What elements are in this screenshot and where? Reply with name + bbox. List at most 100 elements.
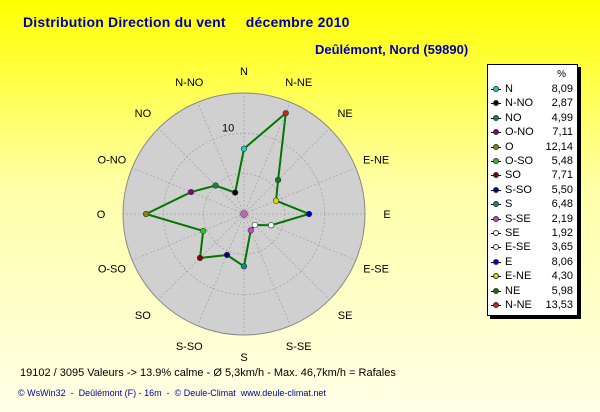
data-point-o-so	[200, 227, 207, 235]
grid-spoke	[132, 213, 245, 261]
data-point-s-so	[223, 251, 231, 259]
direction-label: S-SO	[176, 341, 203, 353]
legend-label: NE	[505, 284, 521, 297]
direction-label: O-SO	[98, 264, 127, 276]
legend-value: 4,30	[551, 270, 573, 283]
data-point-e-se	[268, 222, 275, 229]
direction-label: S-SE	[286, 341, 312, 353]
legend-swatch-dot	[493, 215, 499, 222]
legend-label: E	[505, 255, 513, 268]
legend-swatch-dot	[493, 287, 499, 294]
data-point-e	[305, 210, 313, 218]
legend-label: N-NE	[505, 299, 532, 311]
legend-swatch-dot	[493, 230, 499, 236]
legend-label: O-SO	[505, 155, 534, 167]
legend-entry: O-NO 7,11	[488, 126, 577, 139]
grid-spoke	[197, 213, 245, 326]
legend-unit: %	[557, 69, 566, 80]
legend-swatch-dot	[493, 143, 499, 150]
data-point-s-se	[247, 227, 254, 234]
legend-entry: E-SE 3,65	[488, 241, 577, 254]
legend-value: 4,99	[551, 111, 573, 124]
legend-swatch-dot	[493, 86, 499, 92]
legend-entry: S-SO 5,50	[488, 184, 577, 197]
direction-label: N	[240, 66, 248, 78]
legend-value: 6,48	[551, 198, 573, 211]
center-marker	[240, 210, 248, 218]
legend-value: 8,09	[551, 83, 573, 95]
direction-label: SE	[338, 310, 353, 322]
data-point-n	[240, 145, 248, 152]
legend-value: 13,53	[545, 299, 573, 311]
legend-swatch-dot	[493, 302, 499, 308]
grid-spoke	[132, 167, 245, 215]
legend-swatch-dot	[493, 114, 499, 121]
legend-entry: NO 4,99	[488, 112, 577, 125]
legend-entry: SE 1,92	[488, 227, 577, 240]
direction-label: N-NE	[285, 77, 312, 89]
direction-label: O-NO	[98, 154, 127, 166]
direction-label: S	[240, 352, 247, 364]
legend-label: N-NO	[505, 97, 534, 110]
data-point-o	[142, 210, 150, 218]
legend-swatch-dot	[493, 172, 499, 179]
grid-spoke	[243, 128, 330, 215]
data-point-e-ne	[272, 197, 280, 204]
direction-label: O	[97, 209, 106, 221]
legend-label: SO	[505, 169, 521, 182]
direction-label: N-NO	[175, 77, 204, 89]
legend-value: 5,48	[551, 155, 573, 167]
legend-value: 8,06	[551, 255, 573, 268]
legend-entry: N-NE 13,53	[488, 299, 577, 312]
legend-label: E-SE	[505, 241, 531, 254]
legend-entry: N 8,09	[488, 83, 577, 96]
legend-value: 7,71	[551, 169, 573, 182]
legend-label: O	[505, 140, 514, 153]
legend-entry: NE 5,98	[488, 285, 577, 298]
legend-swatch-dot	[493, 273, 499, 280]
footer-credits: © WsWin32 - Deûlémont (F) - 16m - © Deul…	[18, 388, 326, 398]
legend-entry: SO 7,71	[488, 169, 577, 182]
legend-label: S	[505, 198, 513, 211]
direction-label: NE	[337, 108, 352, 120]
data-point-s	[240, 263, 248, 270]
chart-title: Distribution Direction du vent décembre 2…	[23, 14, 370, 30]
legend-swatch-dot	[493, 186, 499, 193]
legend-label: NO	[505, 111, 522, 124]
grid-spoke	[158, 128, 245, 215]
station-location: Deûlémont, Nord (59890)	[315, 42, 469, 57]
legend-swatch-dot	[493, 244, 499, 251]
legend-value: 5,50	[551, 183, 573, 196]
legend-entry: O-SO 5,48	[488, 155, 577, 168]
data-point-no	[212, 182, 219, 189]
legend-swatch-dot	[493, 100, 499, 107]
legend-label: S-SE	[505, 212, 531, 225]
direction-label: E	[383, 209, 390, 221]
legend-label: O-NO	[505, 126, 534, 139]
legend-value: 1,92	[551, 227, 573, 239]
legend-swatch-dot	[493, 129, 499, 136]
legend-value: 2,87	[551, 97, 573, 110]
legend-value: 12,14	[545, 140, 573, 153]
direction-label: NO	[135, 108, 152, 120]
legend-entry: E 8,06	[488, 256, 577, 269]
legend-value: 2,19	[551, 212, 573, 225]
data-point-se	[251, 221, 259, 229]
chart-title-text: Distribution Direction du vent	[23, 14, 226, 30]
legend-entry: N-NO 2,87	[488, 97, 577, 110]
grid-spoke	[243, 167, 356, 215]
data-point-n-ne	[282, 110, 289, 117]
grid-spoke	[243, 213, 330, 300]
direction-label: E-NE	[363, 154, 389, 166]
data-point-ne	[275, 176, 282, 183]
chart-period: décembre 2010	[245, 14, 350, 30]
data-point-so	[196, 254, 204, 262]
legend-entry: S-SE 2,19	[488, 213, 577, 226]
direction-label: SO	[135, 310, 151, 322]
legend-entry: O 12,14	[488, 141, 577, 154]
legend-entry: S 6,48	[488, 198, 577, 211]
direction-label: E-SE	[363, 264, 389, 276]
legend-swatch-dot	[493, 201, 499, 208]
legend-label: SE	[505, 227, 520, 239]
